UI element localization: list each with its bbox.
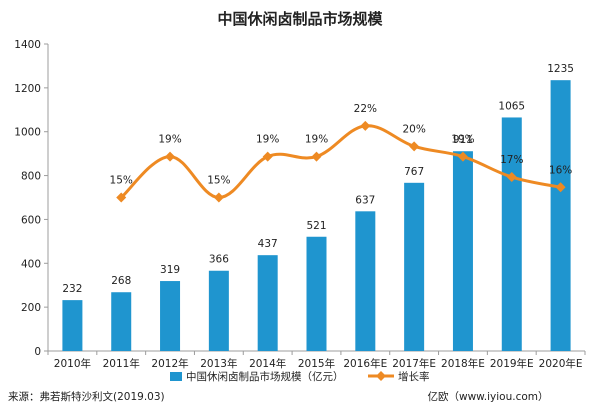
bar-value-label: 767 — [404, 166, 424, 178]
growth-labels-layer: 15% 19% 15% 19% 19% 22% 20% 19% 17% 16% — [110, 103, 573, 187]
y-tick-label: 1200 — [14, 83, 41, 95]
growth-value-label: 17% — [500, 154, 523, 166]
growth-point-2015年 — [311, 151, 322, 162]
bar-2018年E — [452, 151, 473, 351]
x-tick-label: 2014年 — [249, 357, 286, 370]
y-tick-label: 800 — [21, 171, 41, 183]
bar-2013年 — [208, 270, 229, 351]
chart-title: 中国休闲卤制品市场规模 — [217, 10, 383, 28]
growth-point-2012年 — [165, 151, 176, 162]
bar-2016年E — [355, 211, 376, 351]
bar-value-label: 1235 — [547, 63, 574, 75]
growth-value-label: 19% — [451, 134, 474, 146]
footer: 来源：弗若斯特沙利文(2019.03) 亿欧（www.iyiou.com） — [8, 390, 549, 403]
bar-2015年 — [306, 236, 327, 351]
x-tick-label: 2016年E — [343, 357, 387, 370]
bar-value-label: 319 — [160, 264, 180, 276]
legend-bar-swatch — [170, 372, 182, 381]
bar-value-label: 1065 — [498, 100, 525, 112]
y-tick-label: 0 — [34, 346, 41, 358]
legend-bar-label: 中国休闲卤制品市场规模（亿元） — [186, 370, 344, 383]
bar-value-label: 366 — [209, 254, 229, 266]
growth-point-2018年E — [457, 151, 468, 162]
chart-title-layer: 中国休闲卤制品市场规模 — [217, 10, 383, 28]
growth-point-2011年 — [116, 192, 127, 203]
x-tick-label: 2011年 — [103, 357, 140, 370]
x-tick-label: 2015年 — [298, 357, 335, 370]
bar-2017年E — [404, 182, 425, 351]
y-tick-label: 200 — [21, 302, 41, 314]
growth-value-label: 19% — [305, 134, 328, 146]
legend-line-label: 增长率 — [398, 370, 430, 383]
growth-line — [119, 124, 563, 199]
source-text: 来源：弗若斯特沙利文(2019.03) — [8, 390, 165, 403]
growth-value-label: 15% — [110, 175, 133, 187]
x-tick-label: 2020年E — [539, 357, 583, 370]
bar-2012年 — [160, 281, 181, 351]
bar-2020年E — [550, 80, 571, 352]
x-tick-label: 2012年 — [151, 357, 188, 370]
bar-2014年 — [257, 255, 278, 351]
growth-value-label: 15% — [207, 175, 230, 187]
bar-value-label: 437 — [258, 238, 278, 250]
growth-value-label: 16% — [549, 164, 572, 176]
bar-value-label: 232 — [62, 283, 82, 295]
bars-layer — [62, 80, 571, 352]
bar-labels-layer: 232 268 319 366 437 521 637 767 911 1065 1235 — [62, 63, 574, 295]
growth-value-label: 19% — [158, 134, 181, 146]
bar-value-label: 268 — [111, 275, 131, 287]
axes-layer: 0 200 400 600 800 1000 1200 1400 2010年 2011年 2012年… — [14, 39, 586, 370]
bar-value-label: 637 — [355, 194, 375, 206]
legend-line-marker — [376, 371, 386, 381]
y-tick-label: 1400 — [14, 39, 41, 51]
bar-value-label: 911 — [453, 134, 473, 146]
bar-2011年 — [111, 292, 132, 351]
growth-point-2020年E — [555, 182, 566, 193]
x-tick-label: 2019年E — [490, 357, 534, 370]
growth-point-2019年E — [506, 172, 517, 183]
x-tick-label: 2018年E — [441, 357, 485, 370]
x-tick-label: 2010年 — [54, 357, 91, 370]
growth-line-layer — [116, 120, 566, 203]
y-tick-label: 1000 — [14, 127, 41, 139]
bar-2010年 — [62, 300, 83, 351]
bar-value-label: 521 — [306, 220, 326, 232]
credit-text: 亿欧（www.iyiou.com） — [427, 390, 548, 403]
x-tick-label: 2013年 — [200, 357, 237, 370]
x-tick-label: 2017年E — [392, 357, 436, 370]
growth-value-label: 20% — [402, 123, 425, 135]
growth-value-label: 22% — [354, 103, 377, 115]
growth-point-2014年 — [262, 151, 273, 162]
y-tick-label: 600 — [21, 214, 41, 226]
legend: 中国休闲卤制品市场规模（亿元） 增长率 — [170, 370, 430, 383]
growth-point-2016年E — [360, 120, 371, 131]
y-tick-label: 400 — [21, 258, 41, 270]
growth-point-2013年 — [213, 192, 224, 203]
growth-point-2017年E — [409, 141, 420, 152]
bar-2019年E — [501, 117, 522, 351]
growth-value-label: 19% — [256, 134, 279, 146]
